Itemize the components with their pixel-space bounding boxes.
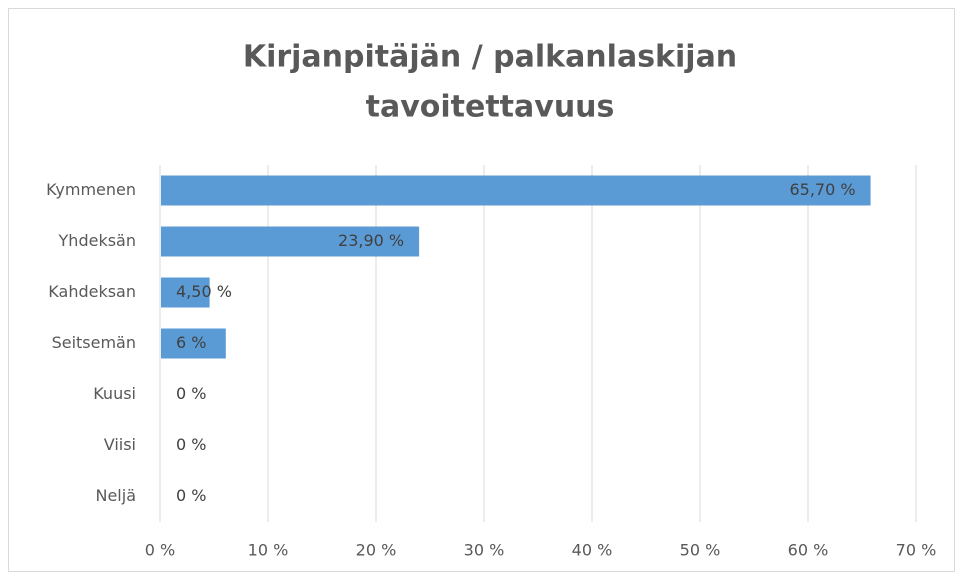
x-tick-label: 50 %: [680, 541, 721, 560]
x-tick-label: 20 %: [356, 541, 397, 560]
bar: [161, 175, 871, 206]
y-tick-label: Viisi: [104, 435, 136, 454]
x-tick-label: 40 %: [572, 541, 613, 560]
y-tick-label: Neljä: [95, 486, 136, 505]
x-tick-label: 60 %: [788, 541, 829, 560]
data-label: 0 %: [176, 384, 206, 403]
chart-title: Kirjanpitäjän / palkanlaskijan: [243, 40, 737, 75]
data-label: 23,90 %: [338, 231, 404, 250]
bar: [161, 328, 226, 359]
bar: [161, 277, 210, 308]
y-tick-label: Kuusi: [93, 384, 136, 403]
data-label: 4,50 %: [176, 282, 232, 301]
y-tick-label: Yhdeksän: [58, 231, 136, 250]
data-label: 0 %: [176, 486, 206, 505]
y-tick-label: Kymmenen: [46, 180, 136, 199]
x-tick-label: 0 %: [145, 541, 175, 560]
data-label: 65,70 %: [789, 180, 855, 199]
data-label: 6 %: [176, 333, 206, 352]
y-tick-label: Kahdeksan: [48, 282, 136, 301]
x-tick-label: 10 %: [248, 541, 289, 560]
x-tick-label: 70 %: [896, 541, 937, 560]
data-label: 0 %: [176, 435, 206, 454]
bar: [161, 226, 420, 257]
y-tick-label: Seitsemän: [52, 333, 136, 352]
x-tick-label: 30 %: [464, 541, 505, 560]
chart-title: tavoitettavuus: [366, 90, 615, 125]
